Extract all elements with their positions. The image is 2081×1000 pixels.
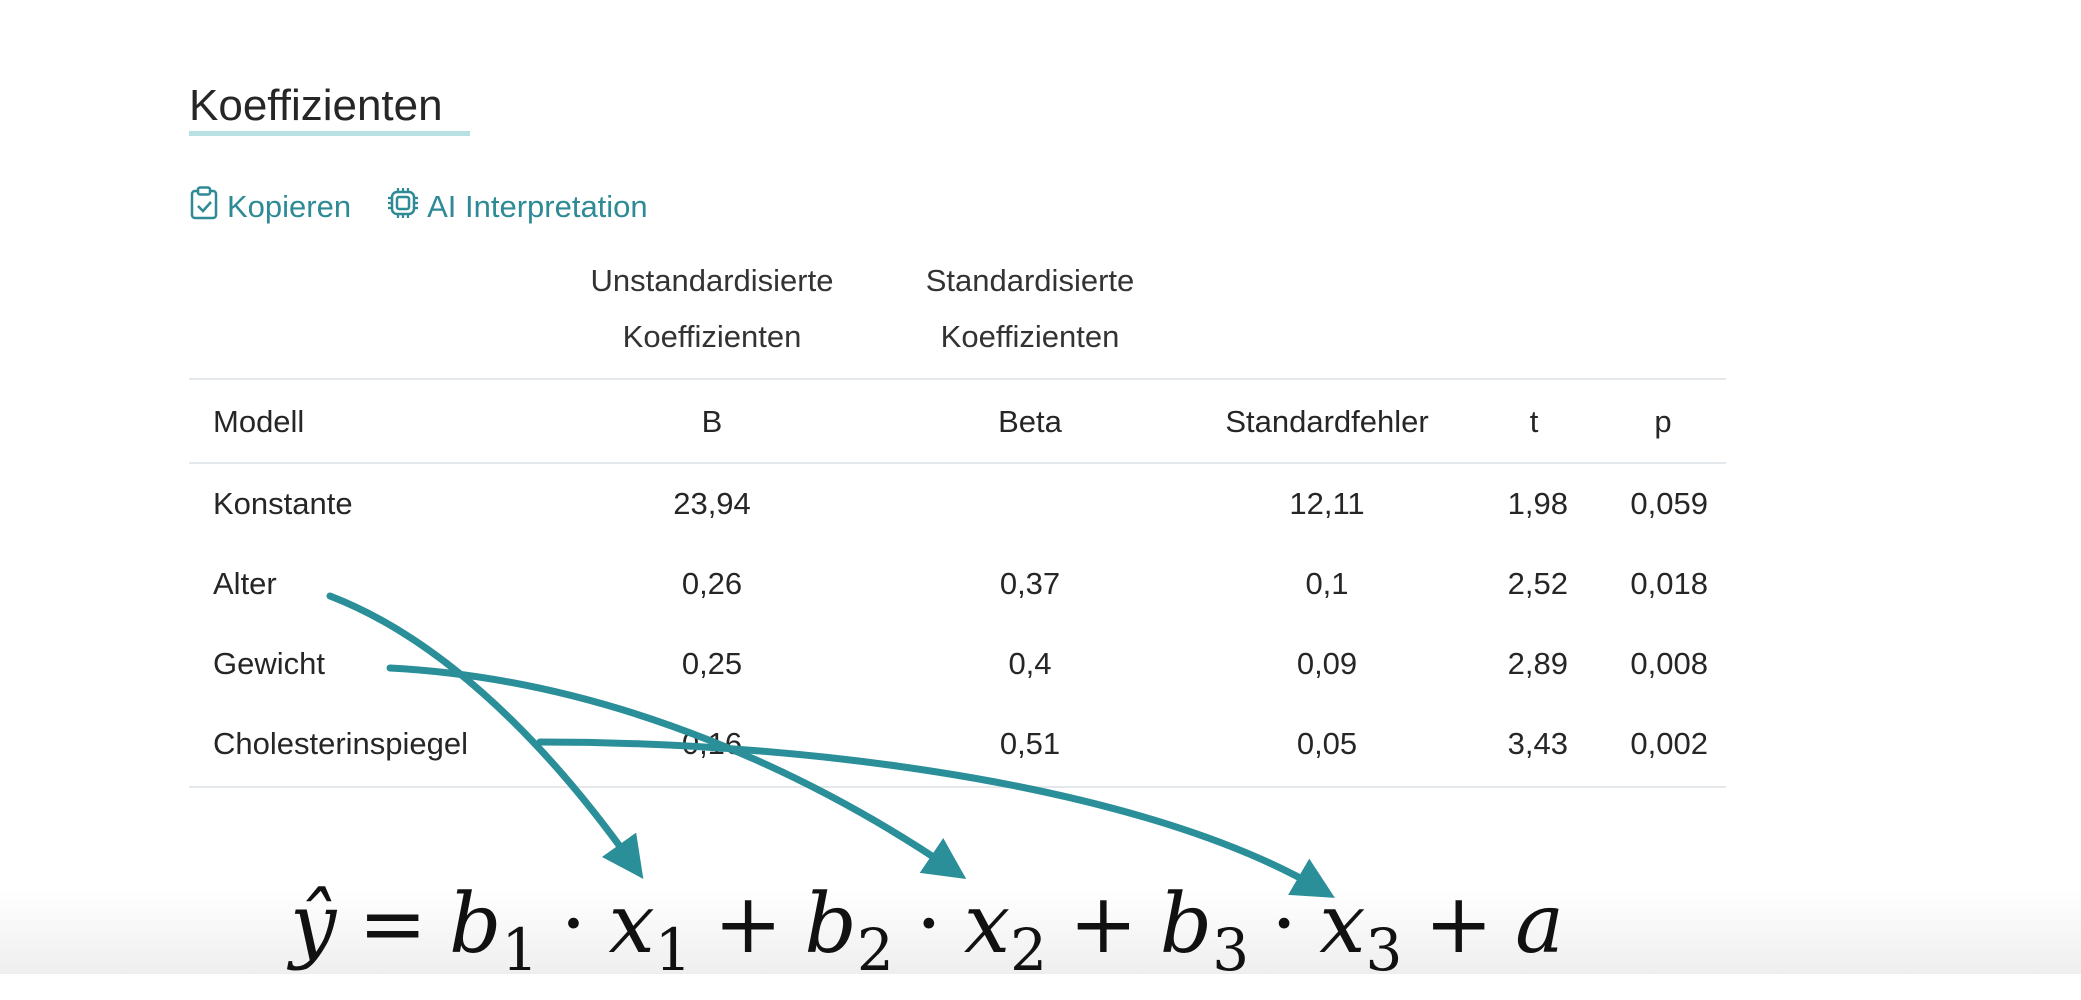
formula-index: 2 bbox=[856, 916, 894, 984]
cell-t: 3,43 bbox=[1507, 726, 1568, 761]
cell-standardfehler: 12,11 bbox=[1289, 486, 1365, 521]
ai-interpretation-button[interactable]: AI Interpretation bbox=[387, 187, 648, 227]
copy-label: Kopieren bbox=[227, 189, 352, 224]
formula-dot: · bbox=[1271, 877, 1298, 972]
table-top-divider bbox=[189, 378, 1726, 380]
cell-b: 0,25 bbox=[681, 646, 743, 681]
formula-x1: x bbox=[608, 877, 655, 972]
cell-beta: 0,4 bbox=[1008, 646, 1052, 681]
formula-plus: + bbox=[713, 877, 783, 972]
bottom-shade bbox=[0, 890, 2081, 974]
formula-index: 1 bbox=[654, 916, 692, 984]
row-label: Konstante bbox=[213, 486, 353, 521]
row-label: Cholesterinspiegel bbox=[213, 726, 469, 761]
group-header-line: Standardisierte bbox=[925, 263, 1135, 298]
cell-p: 0,059 bbox=[1630, 486, 1708, 521]
cell-t: 2,89 bbox=[1507, 646, 1568, 681]
cell-p: 0,008 bbox=[1630, 646, 1708, 681]
formula-b1: b bbox=[449, 877, 502, 972]
group-header-standardized: Standardisierte Koeffizienten bbox=[870, 253, 1190, 365]
ai-interpretation-label: AI Interpretation bbox=[427, 189, 648, 224]
formula-index: 1 bbox=[501, 916, 539, 984]
row-label: Gewicht bbox=[213, 646, 325, 681]
formula-dot: · bbox=[560, 877, 587, 972]
column-header-p: p bbox=[1654, 404, 1672, 439]
cell-standardfehler: 0,05 bbox=[1296, 726, 1358, 761]
section-title: Koeffizienten bbox=[189, 81, 443, 130]
formula-dot: · bbox=[915, 877, 942, 972]
formula-x2: x bbox=[963, 877, 1011, 972]
arrow-gewicht bbox=[386, 664, 967, 879]
formula-index: 2 bbox=[1010, 916, 1048, 984]
formula-x3: x bbox=[1319, 877, 1366, 972]
chip-icon bbox=[387, 187, 427, 227]
regression-formula: ŷ = b1 · x1 + b2 · x2 + b3 · x3 + a bbox=[290, 875, 1564, 1000]
cell-standardfehler: 0,1 bbox=[1305, 566, 1349, 601]
cell-b: 0,26 bbox=[681, 566, 743, 601]
row-label: Alter bbox=[213, 566, 277, 601]
cell-beta: 0,37 bbox=[999, 566, 1061, 601]
formula-b2: b bbox=[804, 877, 857, 972]
column-header-beta: Beta bbox=[998, 404, 1062, 439]
formula-plus: + bbox=[1424, 877, 1494, 972]
column-header-standardfehler: Standardfehler bbox=[1225, 404, 1429, 439]
arrow-alter bbox=[326, 592, 644, 879]
cell-t: 1,98 bbox=[1507, 486, 1568, 521]
cell-b: 23,94 bbox=[673, 486, 751, 521]
title-underline bbox=[189, 131, 470, 136]
group-header-line: Koeffizienten bbox=[622, 319, 802, 354]
group-header-line: Unstandardisierte bbox=[590, 263, 834, 298]
formula-a: a bbox=[1515, 877, 1565, 972]
cell-t: 2,52 bbox=[1507, 566, 1568, 601]
column-header-t: t bbox=[1529, 404, 1539, 439]
header-divider bbox=[189, 462, 1726, 464]
formula-index: 3 bbox=[1365, 916, 1403, 984]
group-header-unstandardized: Unstandardisierte Koeffizienten bbox=[552, 253, 872, 365]
formula-yhat: ŷ bbox=[290, 877, 337, 972]
column-header-modell: Modell bbox=[213, 404, 305, 439]
table-bottom-divider bbox=[189, 786, 1726, 788]
cell-p: 0,002 bbox=[1630, 726, 1708, 761]
arrow-cholesterinspiegel bbox=[536, 738, 1335, 898]
column-header-b: B bbox=[701, 404, 723, 439]
action-bar: Kopieren AI Interpretation bbox=[189, 186, 684, 228]
cell-p: 0,018 bbox=[1630, 566, 1708, 601]
formula-b3: b bbox=[1159, 877, 1213, 972]
annotation-arrows bbox=[326, 592, 1335, 898]
cell-standardfehler: 0,09 bbox=[1296, 646, 1358, 681]
formula-plus: + bbox=[1069, 877, 1138, 972]
copy-button[interactable]: Kopieren bbox=[189, 186, 351, 228]
clipboard-icon bbox=[189, 186, 227, 228]
cell-beta: 0,51 bbox=[999, 726, 1061, 761]
group-header-line: Koeffizienten bbox=[940, 319, 1120, 354]
formula-index: 3 bbox=[1212, 916, 1250, 984]
formula-equals: = bbox=[358, 877, 428, 972]
